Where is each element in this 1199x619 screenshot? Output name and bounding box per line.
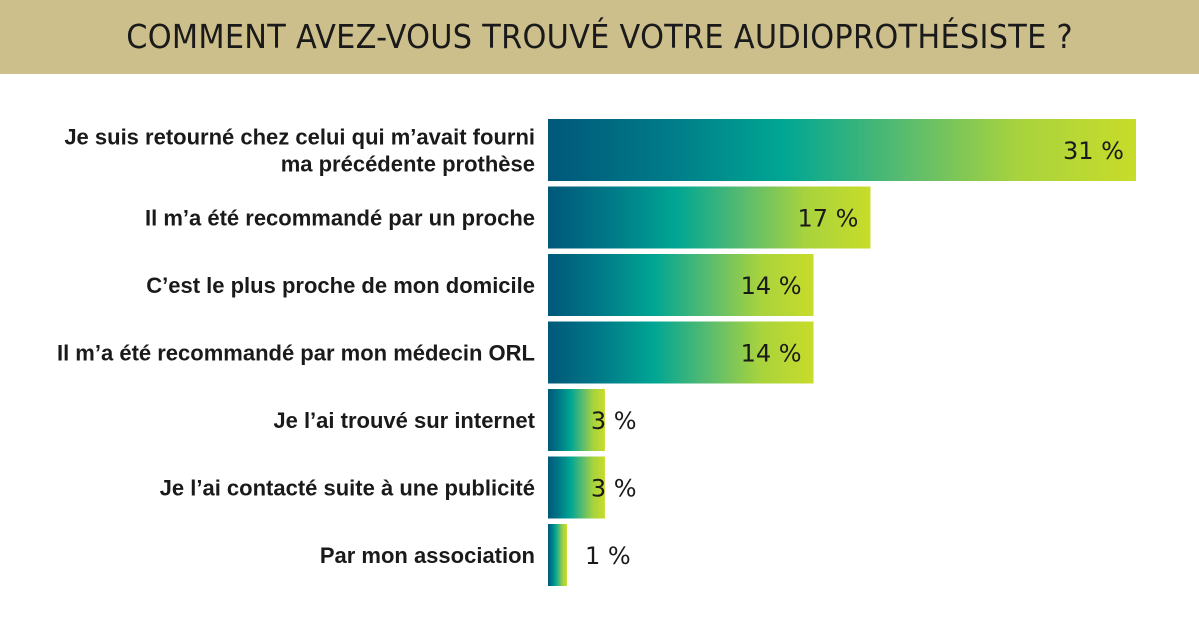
category-label-1-line-1: Je suis retourné chez celui qui m’avait … bbox=[64, 125, 535, 150]
category-label-6: Je l’ai contacté suite à une publicité bbox=[160, 476, 535, 501]
value-label-4: 14 % bbox=[741, 340, 802, 368]
category-label-4: Il m’a été recommandé par mon médecin OR… bbox=[57, 341, 535, 366]
bar-1 bbox=[548, 119, 1136, 181]
category-label-7: Par mon association bbox=[320, 543, 535, 568]
value-label-5: 3 % bbox=[591, 407, 637, 435]
bar-5 bbox=[548, 389, 605, 451]
title-bar bbox=[0, 0, 1199, 74]
chart-title: COMMENT AVEZ-VOUS TROUVÉ VOTRE AUDIOPROT… bbox=[126, 17, 1073, 56]
bars-group: Je suis retourné chez celui qui m’avait … bbox=[57, 119, 1136, 586]
category-label-3: C’est le plus proche de mon domicile bbox=[146, 273, 535, 298]
value-label-7: 1 % bbox=[585, 542, 631, 570]
bar-6 bbox=[548, 456, 605, 519]
category-label-5: Je l’ai trouvé sur internet bbox=[273, 408, 535, 433]
bar-2 bbox=[548, 186, 871, 249]
category-label-1-line-2: ma précédente prothèse bbox=[281, 152, 535, 177]
value-label-3: 14 % bbox=[741, 272, 802, 300]
bar-4 bbox=[548, 321, 814, 384]
value-label-1: 31 % bbox=[1063, 137, 1124, 165]
bar-3 bbox=[548, 254, 814, 316]
category-label-2: Il m’a été recommandé par un proche bbox=[145, 206, 535, 231]
value-label-6: 3 % bbox=[591, 475, 637, 503]
bar-7 bbox=[548, 524, 567, 586]
value-label-2: 17 % bbox=[797, 205, 858, 233]
